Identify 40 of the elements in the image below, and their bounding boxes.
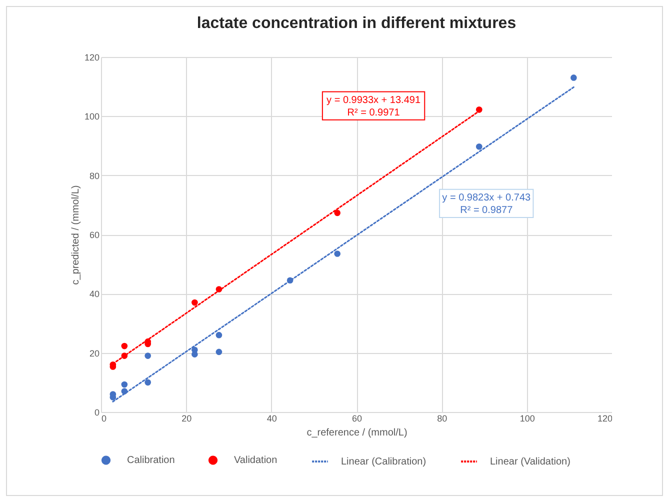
y-axis-title: c_predicted / (mmol/L) — [70, 185, 82, 285]
legend-label: Validation — [234, 455, 278, 466]
x-tick-label: 40 — [266, 414, 277, 424]
point — [144, 352, 152, 359]
point — [121, 342, 128, 350]
point — [121, 352, 128, 359]
annotation: R² = 0.9971 — [347, 108, 400, 119]
y-tick-label: 60 — [89, 230, 100, 240]
point — [192, 299, 198, 306]
y-tick-label: 20 — [89, 348, 100, 358]
x-tick-label: 120 — [597, 414, 612, 424]
point — [216, 286, 222, 292]
annotation: R² = 0.9877 — [460, 205, 514, 216]
x-tick-label: 60 — [352, 414, 362, 424]
point — [216, 348, 222, 356]
point — [570, 74, 577, 81]
point — [334, 250, 340, 257]
annotation: y = 0.9823x + 0.743 — [442, 192, 532, 204]
legend-label: Linear (Validation) — [490, 456, 570, 468]
y-tick-label: 100 — [84, 112, 100, 122]
point — [216, 332, 222, 338]
chart-title: lactate concentration in different mixtures — [196, 15, 516, 32]
y-tick-label: 80 — [89, 170, 100, 181]
legend-label: Calibration — [127, 455, 175, 466]
x-tick-label: 100 — [520, 414, 535, 424]
point — [144, 379, 152, 386]
point — [286, 277, 294, 284]
point — [476, 106, 482, 113]
annotation: y = 0.9933x + 13.491 — [326, 94, 421, 106]
x-tick-label: 20 — [182, 414, 192, 424]
y-tick-label: 40 — [89, 289, 100, 300]
x-tick-label: 80 — [437, 414, 448, 424]
point — [121, 388, 128, 394]
legend-label: Linear (Calibration) — [341, 456, 426, 468]
point — [476, 143, 482, 150]
x-axis-title: c_reference / (mmol/L) — [306, 428, 408, 438]
y-tick-label: 120 — [84, 52, 100, 62]
point — [334, 210, 340, 216]
point — [121, 381, 128, 388]
x-tick-label: 0 — [102, 414, 107, 424]
